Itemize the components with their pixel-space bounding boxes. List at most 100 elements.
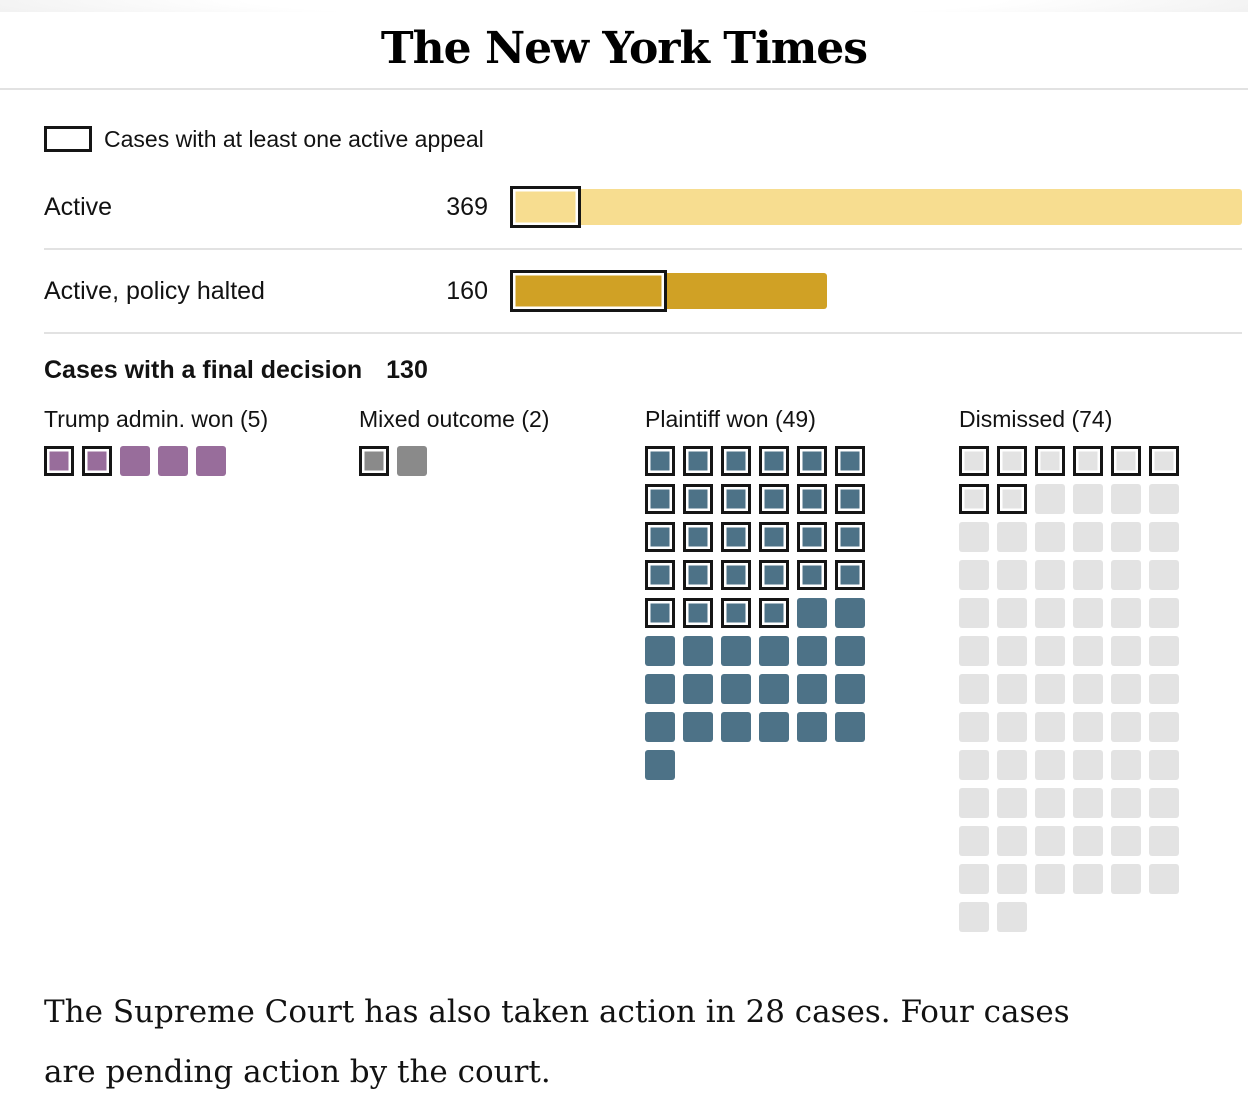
waffle-header-mixed-outcome: Mixed outcome (2) [359, 406, 550, 432]
active-cases-bar-chart: Active 369 Active, policy halted 160 [44, 166, 1242, 334]
case-square-with-appeal [759, 522, 789, 552]
case-square [1073, 788, 1103, 818]
case-square [797, 712, 827, 742]
case-square [1073, 560, 1103, 590]
case-square-with-appeal [683, 598, 713, 628]
supreme-court-note-line-1: The Supreme Court has also taken action … [44, 994, 1070, 1030]
case-square [835, 636, 865, 666]
case-square-with-appeal [959, 446, 989, 476]
case-square [1073, 522, 1103, 552]
case-square [1035, 826, 1065, 856]
case-square [1073, 826, 1103, 856]
case-square [959, 902, 989, 932]
case-square-with-appeal [835, 446, 865, 476]
case-square [959, 636, 989, 666]
case-square [997, 826, 1027, 856]
case-square [1111, 560, 1141, 590]
bar-value-active: 369 [446, 192, 488, 221]
case-square [683, 636, 713, 666]
case-square [797, 636, 827, 666]
case-square [721, 636, 751, 666]
nyt-logo: The New York Times [380, 22, 868, 74]
case-square [1035, 484, 1065, 514]
bar-appeal-segment-active [510, 186, 582, 228]
case-square-with-appeal [1035, 446, 1065, 476]
case-square-with-appeal [721, 484, 751, 514]
bar-fill-active [510, 189, 1242, 225]
bar-value-policy-halted: 160 [446, 276, 488, 305]
waffle-header-plaintiff-won: Plaintiff won (49) [645, 406, 816, 432]
case-square-with-appeal [721, 446, 751, 476]
waffle-grid-trump-admin-won [44, 446, 359, 476]
case-square [959, 674, 989, 704]
case-square [759, 674, 789, 704]
case-square-with-appeal [1149, 446, 1179, 476]
case-square [1149, 636, 1179, 666]
case-square [997, 560, 1027, 590]
case-square [1035, 522, 1065, 552]
waffle-header-trump-admin-won: Trump admin. won (5) [44, 406, 269, 432]
case-square [1149, 674, 1179, 704]
case-square-with-appeal [997, 446, 1027, 476]
case-square-with-appeal [797, 560, 827, 590]
case-square-with-appeal [835, 560, 865, 590]
waffle-column-dismissed: Dismissed (74) [959, 406, 1242, 932]
case-square [997, 674, 1027, 704]
case-square-with-appeal [683, 522, 713, 552]
bar-label-active: Active [44, 192, 113, 221]
case-square-with-appeal [959, 484, 989, 514]
waffle-grid-mixed-outcome [359, 446, 645, 476]
case-square [1111, 712, 1141, 742]
waffle-grid-dismissed [959, 446, 1242, 932]
bar-track-active [510, 186, 1242, 228]
case-square [959, 712, 989, 742]
case-square [721, 712, 751, 742]
case-square [1073, 484, 1103, 514]
case-square [959, 750, 989, 780]
case-square-with-appeal [835, 484, 865, 514]
case-square [1111, 598, 1141, 628]
case-square-with-appeal [683, 446, 713, 476]
case-square [1111, 674, 1141, 704]
case-square [1111, 826, 1141, 856]
chart-content: Cases with at least one active appeal Ac… [0, 126, 1248, 1102]
case-square [645, 750, 675, 780]
case-square [1073, 750, 1103, 780]
case-square [645, 674, 675, 704]
case-square [959, 826, 989, 856]
bar-track-policy-halted [510, 270, 1242, 312]
case-square [959, 522, 989, 552]
case-square-with-appeal [759, 598, 789, 628]
case-square-with-appeal [645, 484, 675, 514]
bar-appeal-segment-policy-halted [510, 270, 667, 312]
case-square-with-appeal [721, 560, 751, 590]
case-square [1035, 712, 1065, 742]
case-square-with-appeal [44, 446, 74, 476]
case-square [1035, 674, 1065, 704]
case-square [1111, 788, 1141, 818]
supreme-court-note-line-2: are pending action by the court. [44, 1054, 551, 1090]
case-square [1073, 636, 1103, 666]
case-square [1073, 864, 1103, 894]
case-square-with-appeal [721, 522, 751, 552]
case-square [1149, 826, 1179, 856]
case-square-with-appeal [721, 598, 751, 628]
case-square [959, 788, 989, 818]
bar-row-active: Active 369 [44, 166, 1242, 248]
case-square-with-appeal [759, 484, 789, 514]
bar-label-policy-halted: Active, policy halted [44, 276, 265, 305]
row-divider [44, 332, 1242, 334]
case-square [683, 674, 713, 704]
waffle-column-trump-admin-won: Trump admin. won (5) [44, 406, 359, 476]
masthead-divider [0, 88, 1248, 90]
case-square-with-appeal [683, 484, 713, 514]
case-square [1073, 598, 1103, 628]
case-square [397, 446, 427, 476]
case-square [997, 788, 1027, 818]
case-square [645, 712, 675, 742]
case-square [759, 712, 789, 742]
case-square [835, 712, 865, 742]
case-square [797, 598, 827, 628]
waffle-header-dismissed: Dismissed (74) [959, 406, 1113, 432]
final-decision-heading: Cases with a final decision 130 [44, 356, 1242, 396]
